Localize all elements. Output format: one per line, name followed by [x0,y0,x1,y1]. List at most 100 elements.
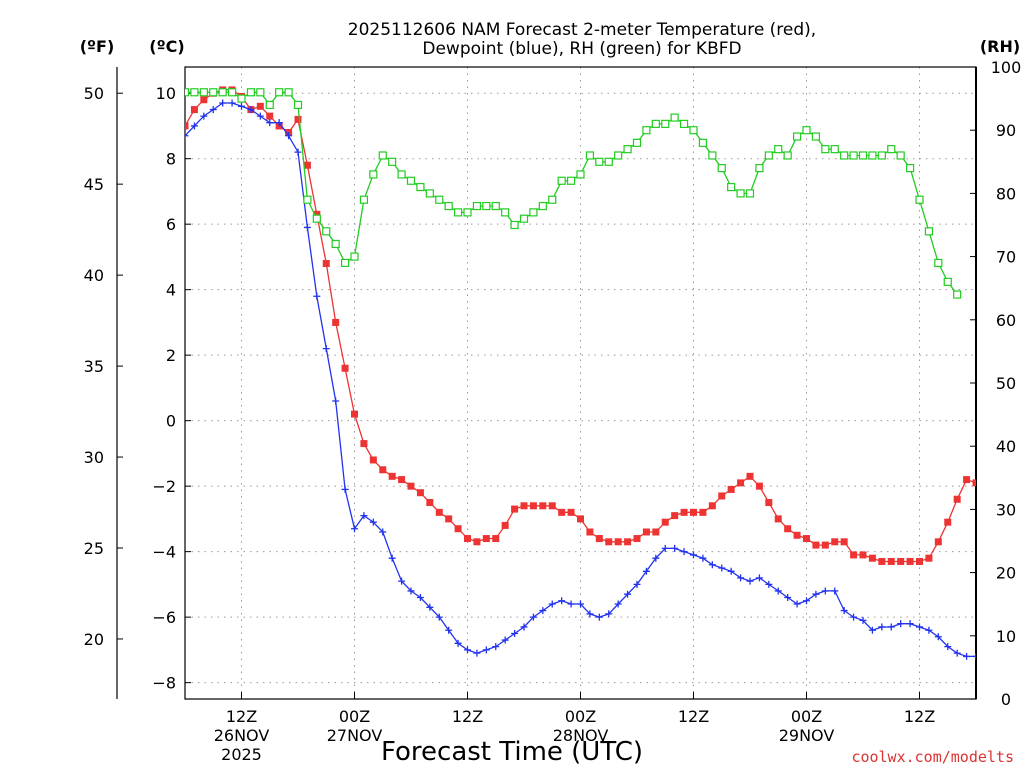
dewpoint-point [426,603,434,611]
temperature-point [313,210,321,218]
rh-point [237,94,246,103]
dewpoint-point [614,600,622,608]
dewpoint-point [266,119,274,127]
dewpoint-point [624,590,632,598]
dewpoint-point [322,345,330,353]
celsius-tick-label: 8 [166,150,176,169]
temperature-point [887,557,895,565]
rh-point [783,151,792,160]
rh-point [717,164,726,173]
rh-point [698,138,708,147]
temperature-point [642,528,650,536]
temperature-point [454,525,462,533]
x-tick-label: 26NOV [214,726,270,745]
dewpoint-point [511,630,519,638]
rh-point [576,170,585,179]
rh-point [670,113,679,122]
temperature-point [859,551,867,559]
celsius-tick-label: 10 [156,84,176,103]
series-layer [185,86,976,660]
rh-point [934,258,943,268]
dewpoint-point [765,580,773,588]
rh-tick-label: 20 [996,564,1016,583]
chart-title-line-1: 2025112606 NAM Forecast 2-meter Temperat… [348,20,816,40]
rh-point [303,195,312,204]
dewpoint-point [520,623,528,631]
dewpoint-point [548,600,556,608]
dewpoint-point [652,554,660,562]
temperature-point [868,554,876,562]
temperature-point [953,495,961,503]
rh-tick-label: 70 [996,248,1016,267]
temperature-point [492,535,500,543]
dewpoint-point [831,587,839,595]
rh-point [463,208,472,217]
dewpoint-point [972,652,976,660]
temperature-point [812,541,820,549]
dewpoint-point [821,587,829,595]
rh-point [218,88,227,97]
temperature-point [727,485,735,493]
rh-tick-label: 10 [996,627,1016,646]
dewpoint-point [398,577,406,585]
dewpoint-point [407,587,415,595]
celsius-tick-label: 0 [166,412,176,431]
temperature-point [934,538,942,546]
temperature-point [652,528,660,536]
temperature-point [680,508,688,516]
temperature-point [906,557,914,565]
x-tick-label: 12Z [904,707,935,726]
dewpoint-point [680,548,688,556]
rh-point [406,176,416,185]
dewpoint-point [577,600,584,608]
rh-point [887,145,896,154]
dewpoint-point [492,643,500,651]
dewpoint-point [454,639,462,647]
dewpoint-point [784,593,792,601]
rh-point [501,208,510,217]
temperature-point [567,508,575,516]
dewpoint-point [916,623,923,631]
rh-point [953,290,962,299]
dewpoint-point [445,626,453,634]
rh-point [802,126,811,135]
celsius-tick-label: −2 [152,477,176,496]
temperature-point [294,115,302,123]
rh-point [774,145,783,154]
rh-point [548,195,557,204]
rh-tick-label: 90 [996,121,1016,140]
dewpoint-point [605,610,613,618]
rh-point [312,214,321,223]
rh-point [727,182,736,192]
rh-point [293,100,303,110]
rh-point [444,201,453,211]
temperature-point [473,538,481,546]
x-tick-label: 2025 [221,745,262,764]
rh-point [331,239,340,249]
rh-tick-label: 0 [1001,690,1011,709]
rh-point [915,195,924,204]
temperature-point [925,554,933,562]
temperature-point [464,535,471,543]
rh-point [764,151,773,160]
dewpoint-point [953,649,961,657]
temperature-point [341,364,349,372]
dewpoint-point [812,590,820,598]
rh-point [755,164,764,173]
temperature-point [256,102,264,110]
rh-point [284,88,293,97]
temperature-point [803,535,810,543]
rh-point [453,208,463,217]
dewpoint-point [878,623,886,631]
temperature-point [746,472,754,480]
rh-point [642,126,651,135]
rh-point [190,88,199,97]
temperature-point [878,557,886,565]
temperature-point [661,518,669,526]
temperature-point [558,508,566,516]
dewpoint-point [435,613,443,621]
temperature-point [784,525,792,533]
temperature-point [416,489,424,497]
rh-point [736,189,745,198]
